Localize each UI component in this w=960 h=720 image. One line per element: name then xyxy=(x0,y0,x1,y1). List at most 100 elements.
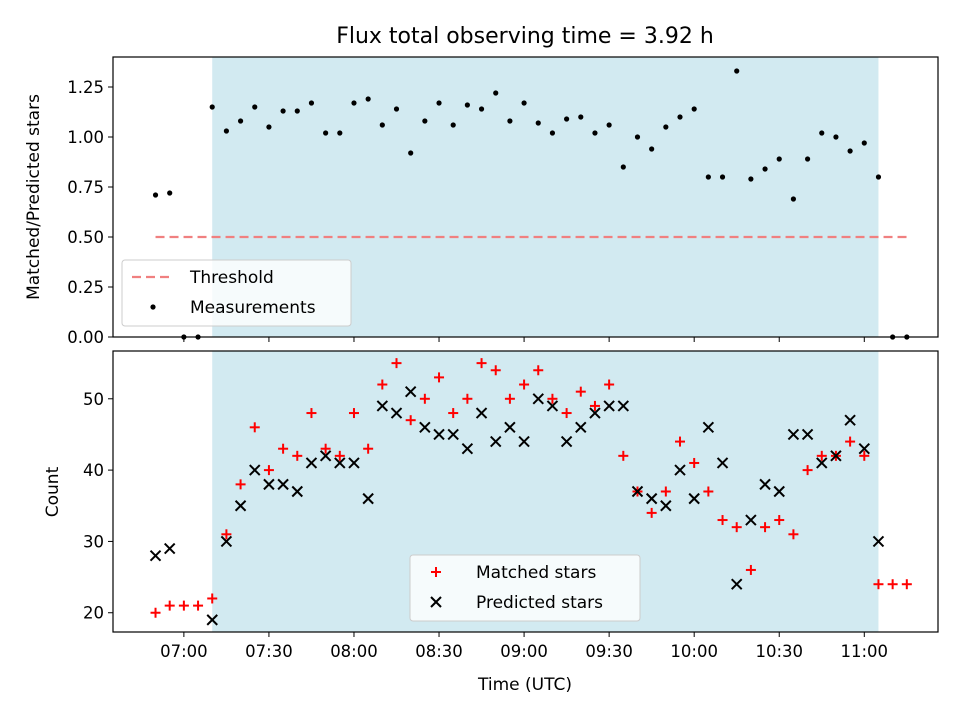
x-tick-label: 09:30 xyxy=(585,642,633,661)
top-x-ticks xyxy=(183,337,865,342)
matched-star-point xyxy=(150,607,161,618)
measurement-point xyxy=(734,68,740,74)
matched-star-point xyxy=(901,579,912,590)
top-legend-box xyxy=(121,259,352,327)
measurement-point xyxy=(422,118,428,124)
measurement-point xyxy=(408,150,414,156)
matched-star-point xyxy=(802,465,813,476)
measurement-point xyxy=(252,104,258,110)
predicted-star-point xyxy=(787,428,800,441)
measurement-point xyxy=(606,122,612,128)
matched-star-point xyxy=(675,436,686,447)
legend-threshold-label: Threshold xyxy=(189,268,274,288)
predicted-star-point xyxy=(575,421,587,434)
chart-title: Flux total observing time = 3.92 h xyxy=(336,24,714,49)
measurement-point xyxy=(280,108,286,114)
matched-star-point xyxy=(434,372,445,383)
bottom-y-tick-label: 50 xyxy=(83,390,104,409)
predicted-star-point xyxy=(801,428,814,441)
matched-star-point xyxy=(519,379,530,390)
predicted-star-point xyxy=(872,535,885,548)
bottom-y-tick-label: 20 xyxy=(83,604,104,623)
bottom-x-axis: 07:00 07:30 08:00 08:30 09:00 09:30 10:00 10:30… xyxy=(160,632,888,661)
matched-star-point xyxy=(589,400,600,411)
matched-star-point xyxy=(263,465,274,476)
predicted-star-point xyxy=(376,400,389,412)
bottom-y-tick-label: 30 xyxy=(83,532,104,551)
predicted-star-point xyxy=(305,457,318,469)
matched-star-point xyxy=(306,408,317,419)
predicted-star-point xyxy=(844,414,856,426)
predicted-star-point xyxy=(603,400,615,412)
predicted-star-point xyxy=(149,549,162,562)
predicted-star-point xyxy=(362,492,374,505)
predicted-star-point xyxy=(731,578,743,590)
matched-star-point xyxy=(745,564,756,575)
predicted-star-point xyxy=(589,407,601,419)
x-axis-label: Time (UTC) xyxy=(477,675,572,695)
matched-star-point xyxy=(561,408,572,419)
matched-star-point xyxy=(760,522,771,533)
matched-star-point xyxy=(703,486,714,497)
predicted-star-point xyxy=(688,492,700,505)
matched-star-point xyxy=(859,450,870,461)
predicted-star-point xyxy=(461,443,474,455)
predicted-star-point xyxy=(277,478,289,491)
x-tick-label: 10:00 xyxy=(670,642,718,661)
predicted-star-point xyxy=(702,421,715,434)
measurement-point xyxy=(833,134,839,140)
matched-star-point xyxy=(164,600,175,611)
top-y-tick-label: 1.00 xyxy=(67,128,104,147)
legend-predicted-swatch xyxy=(430,596,442,608)
x-tick-label: 07:00 xyxy=(160,642,208,661)
matched-star-point xyxy=(774,515,785,526)
matched-star-point xyxy=(533,365,544,376)
predicted-star-point xyxy=(645,492,658,505)
measurement-point xyxy=(351,100,357,106)
legend-matched-label: Matched stars xyxy=(476,563,596,583)
legend-matched-swatch xyxy=(431,567,441,577)
matched-star-point xyxy=(490,365,501,376)
measurement-point xyxy=(535,120,541,126)
matched-star-point xyxy=(377,379,388,390)
top-y-tick-label: 0.25 xyxy=(67,278,104,297)
matched-star-point xyxy=(221,529,232,540)
top-legend: Threshold Measurements xyxy=(121,259,352,327)
predicted-star-point xyxy=(759,478,771,491)
predicted-star-point xyxy=(334,457,346,469)
predicted-star-point xyxy=(660,500,672,512)
measurement-point xyxy=(762,166,768,172)
predicted-star-point xyxy=(419,421,431,434)
matched-star-point xyxy=(717,515,728,526)
predicted-star-point xyxy=(206,614,218,626)
matched-star-point xyxy=(575,386,586,397)
measurement-point xyxy=(564,116,570,122)
x-tick-label: 09:00 xyxy=(500,642,548,661)
predicted-star-point xyxy=(220,535,233,548)
measurement-point xyxy=(167,190,173,196)
measurement-point xyxy=(861,140,867,146)
predicted-star-point xyxy=(319,450,332,462)
predicted-star-point xyxy=(234,500,247,512)
top-plot-frame xyxy=(112,56,939,338)
matched-star-point xyxy=(448,408,459,419)
predicted-star-point xyxy=(745,514,757,526)
matched-star-point xyxy=(207,593,218,604)
measurement-point xyxy=(634,134,641,140)
predicted-star-point xyxy=(617,400,630,412)
matched-star-point xyxy=(193,600,204,611)
measurement-point xyxy=(663,124,669,130)
matched-star-point xyxy=(178,600,189,611)
matched-star-point xyxy=(547,393,558,404)
measurement-point xyxy=(266,124,272,130)
star-count-points xyxy=(149,358,912,626)
matched-star-point xyxy=(419,393,430,404)
predicted-star-point xyxy=(390,407,403,419)
bottom-panel: 20 30 40 50 07:00 07:30 08:00 08:30 09:00 09:30 1… xyxy=(43,350,939,695)
measurement-point xyxy=(620,164,626,170)
measurement-point xyxy=(521,100,527,106)
measurement-point xyxy=(379,122,385,128)
measurement-point xyxy=(790,196,797,202)
measurement-point xyxy=(450,122,456,128)
top-panel: 0.00 0.25 0.50 0.75 1.00 1.25 Matched/Predict… xyxy=(24,56,939,347)
